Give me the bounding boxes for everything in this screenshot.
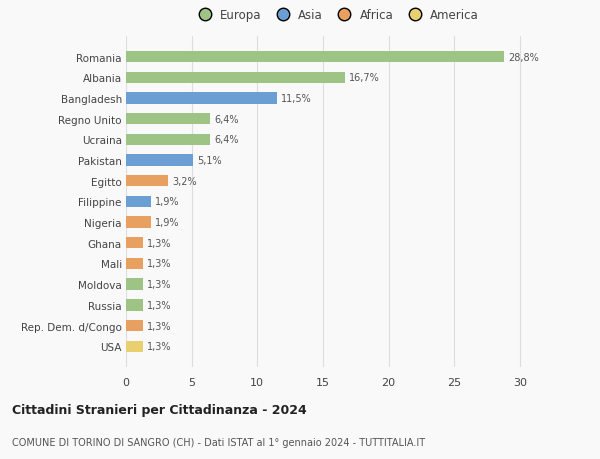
- Text: 1,3%: 1,3%: [147, 341, 172, 352]
- Bar: [126, 217, 151, 228]
- Text: 11,5%: 11,5%: [281, 94, 311, 104]
- Text: 1,3%: 1,3%: [147, 238, 172, 248]
- Text: 1,3%: 1,3%: [147, 259, 172, 269]
- Bar: [126, 300, 143, 311]
- Bar: [126, 155, 193, 166]
- Text: COMUNE DI TORINO DI SANGRO (CH) - Dati ISTAT al 1° gennaio 2024 - TUTTITALIA.IT: COMUNE DI TORINO DI SANGRO (CH) - Dati I…: [12, 437, 425, 447]
- Bar: [126, 93, 277, 104]
- Bar: [126, 52, 504, 63]
- Bar: [126, 114, 210, 125]
- Text: 6,4%: 6,4%: [214, 114, 238, 124]
- Text: 3,2%: 3,2%: [172, 176, 197, 186]
- Text: 1,3%: 1,3%: [147, 300, 172, 310]
- Bar: [126, 134, 210, 146]
- Legend: Europa, Asia, Africa, America: Europa, Asia, Africa, America: [188, 5, 484, 27]
- Bar: [126, 258, 143, 269]
- Bar: [126, 279, 143, 290]
- Bar: [126, 176, 168, 187]
- Text: 1,9%: 1,9%: [155, 218, 179, 228]
- Text: 16,7%: 16,7%: [349, 73, 380, 83]
- Bar: [126, 320, 143, 331]
- Text: 28,8%: 28,8%: [508, 52, 539, 62]
- Text: Cittadini Stranieri per Cittadinanza - 2024: Cittadini Stranieri per Cittadinanza - 2…: [12, 403, 307, 416]
- Text: 1,9%: 1,9%: [155, 197, 179, 207]
- Bar: [126, 341, 143, 352]
- Text: 1,3%: 1,3%: [147, 280, 172, 290]
- Bar: [126, 238, 143, 249]
- Text: 6,4%: 6,4%: [214, 135, 238, 145]
- Bar: [126, 196, 151, 207]
- Bar: [126, 73, 345, 84]
- Text: 5,1%: 5,1%: [197, 156, 221, 166]
- Text: 1,3%: 1,3%: [147, 321, 172, 331]
